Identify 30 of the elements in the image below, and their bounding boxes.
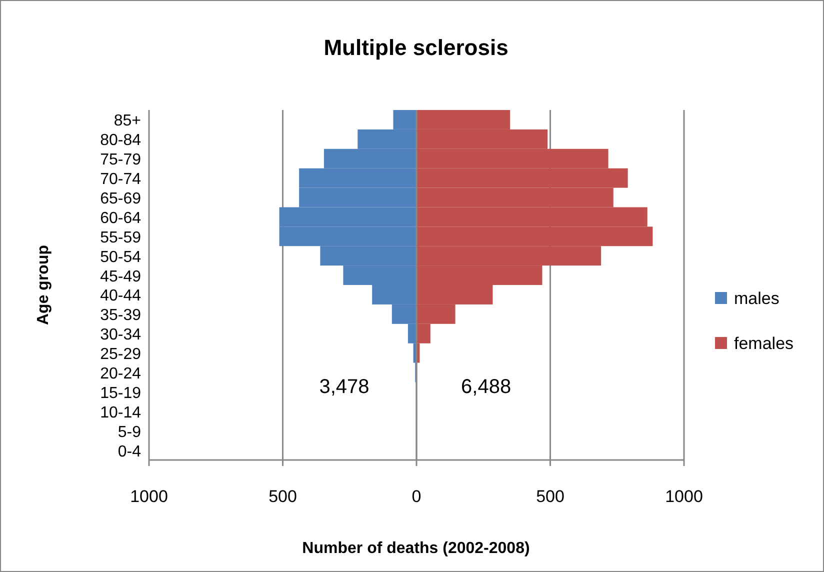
y-tick-label: 60-64	[100, 210, 142, 227]
y-tick-label: 45-49	[100, 268, 142, 286]
annotation: 3,478	[319, 376, 370, 398]
y-tick-label: 55-59	[100, 229, 142, 246]
y-tick-label: 30-34	[100, 326, 142, 344]
x-tick-label: 500	[268, 487, 297, 506]
y-tick-label: 75-79	[100, 152, 142, 169]
annotation: 6,488	[461, 376, 512, 398]
y-tick-label: 40-44	[100, 288, 142, 305]
legend-label: males	[734, 289, 780, 308]
y-tick-label: 35-39	[100, 307, 142, 324]
x-tick-label: 1000	[130, 487, 168, 506]
y-tick-label: 65-69	[100, 190, 142, 208]
y-axis-title: Age group	[35, 244, 52, 325]
x-tick-label: 1000	[665, 487, 703, 506]
x-axis-title: Number of deaths (2002-2008)	[302, 540, 530, 557]
y-tick-label: 20-24	[100, 366, 142, 382]
y-tick-label: 80-84	[100, 132, 142, 150]
x-tick-label: 0	[412, 487, 422, 506]
y-tick-label: 15-19	[100, 384, 142, 402]
y-tick-label: 0-4	[118, 443, 142, 460]
y-tick-label: 5-9	[118, 424, 142, 441]
y-tick-label: 70-74	[100, 171, 142, 188]
chart-title: Multiple sclerosis	[324, 35, 508, 60]
y-tick-label: 50-54	[100, 248, 142, 266]
y-tick-label: 25-29	[100, 346, 142, 364]
y-tick-label: 85+	[114, 112, 141, 130]
y-tick-label: 10-14	[100, 404, 142, 422]
x-tick-label: 500	[536, 487, 564, 506]
legend-label: females	[734, 334, 794, 353]
